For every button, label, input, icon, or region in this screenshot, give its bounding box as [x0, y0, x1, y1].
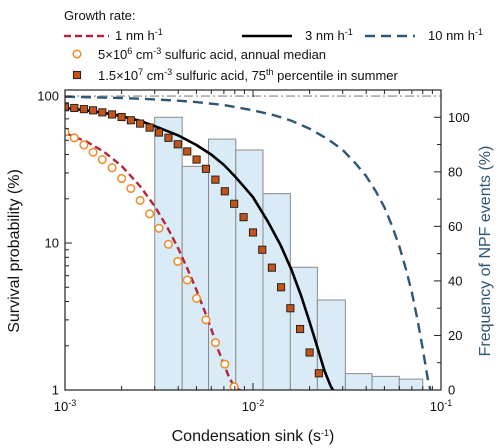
y-axis-label-left: Survival probability (%)	[6, 169, 23, 333]
obs2-point	[286, 304, 295, 313]
obs2-point	[248, 228, 258, 237]
obs1-point	[126, 183, 136, 194]
obs2-point	[145, 123, 154, 132]
y-left-tick-label: 1	[52, 383, 59, 398]
y-right-tick-label: 0	[448, 383, 455, 398]
y-left-tick-label: 100	[37, 89, 59, 104]
obs2-point	[267, 263, 276, 272]
obs2-point	[164, 133, 173, 142]
histogram-bar	[371, 375, 400, 390]
histogram-bar	[398, 378, 424, 390]
obs2-point	[70, 103, 79, 113]
obs2-point	[126, 116, 135, 125]
legend-title: Growth rate:	[64, 8, 136, 23]
histogram-bar	[344, 373, 373, 390]
obs1-point	[192, 293, 202, 303]
obs1-point	[69, 133, 79, 143]
plot-area	[65, 95, 441, 390]
obs2-point	[154, 128, 163, 137]
obs2-point	[296, 324, 305, 334]
x-tick-label: 10-1	[430, 398, 452, 414]
obs2-point	[305, 348, 314, 357]
y-right-tick-label: 20	[448, 328, 462, 343]
obs2-point	[314, 369, 323, 378]
x-tick-label: 10-3	[54, 398, 76, 414]
legend-label-obs1: 5×106 cm-3 sulfuric acid, annual median	[98, 46, 326, 62]
obs2-point	[89, 106, 98, 115]
obs1-point	[229, 382, 239, 390]
y-axis-label-right: Frequency of NPF events (%)	[477, 146, 494, 357]
obs1-point	[220, 359, 230, 369]
y-right-tick-label: 80	[448, 164, 462, 179]
series-line-gr10	[65, 95, 432, 390]
obs2-point	[239, 213, 248, 222]
histogram-bar	[154, 116, 183, 390]
obs1-point	[117, 173, 127, 184]
legend-label-gr3: 3 nm h-1	[305, 27, 353, 43]
legend-label-obs2: 1.5×107 cm-3 sulfuric acid, 75th percent…	[98, 67, 399, 83]
obs1-point	[201, 315, 211, 325]
obs2-point	[108, 110, 117, 119]
obs2-point	[117, 112, 126, 122]
legend: Growth rate: 1 nm h-1 3 nm h-1 10 nm h-1 5×…	[64, 8, 483, 83]
y-right-tick-label: 40	[448, 273, 462, 288]
obs1-point	[173, 256, 183, 266]
obs1-point	[107, 163, 117, 173]
histogram-bar	[262, 193, 291, 390]
x-tick-label: 10-2	[242, 398, 264, 414]
legend-swatch-obs1	[72, 49, 82, 59]
obs1-point	[88, 147, 98, 157]
histogram-bar	[235, 149, 264, 390]
obs1-point	[135, 195, 145, 205]
obs2-point	[136, 119, 145, 128]
obs1-point	[163, 239, 173, 249]
obs2-point	[192, 155, 201, 164]
series-line-gr1	[65, 131, 243, 390]
obs2-point	[211, 175, 220, 184]
legend-swatch-obs2	[72, 70, 82, 80]
obs1-point	[79, 140, 89, 150]
x-axis-label: Condensation sink (s-1)	[172, 428, 335, 445]
obs2-point	[201, 164, 211, 173]
obs1-point	[210, 338, 220, 348]
obs1-point	[182, 275, 192, 285]
obs2-point	[230, 199, 239, 208]
legend-label-gr10: 10 nm h-1	[428, 27, 483, 43]
obs1-point	[97, 154, 107, 165]
obs2-point	[173, 140, 182, 149]
obs2-point	[258, 245, 267, 254]
legend-label-gr1: 1 nm h-1	[115, 27, 163, 43]
y-right-tick-label: 100	[448, 110, 470, 125]
obs2-point	[277, 283, 286, 292]
y-left-tick-label: 10	[45, 236, 59, 251]
y-right-tick-label: 60	[448, 219, 462, 234]
obs2-point	[183, 147, 192, 156]
obs1-point	[145, 209, 155, 219]
obs2-point	[79, 105, 88, 114]
obs1-point	[154, 223, 164, 233]
obs2-point	[98, 108, 107, 117]
obs2-point	[220, 187, 229, 196]
